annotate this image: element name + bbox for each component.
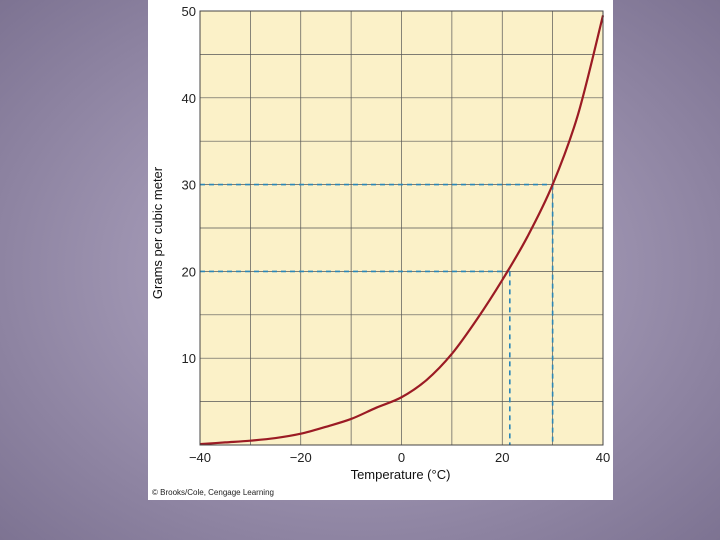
data-line (199, 15, 605, 446)
x-tick-label: 40 (596, 450, 610, 465)
x-tick-label: −40 (189, 450, 211, 465)
plot-frame (199, 10, 604, 446)
x-tick-label: −20 (290, 450, 312, 465)
y-tick-label: 40 (182, 91, 196, 106)
x-axis-label: Temperature (°C) (351, 467, 451, 482)
y-tick-label: 50 (182, 4, 196, 19)
reference-lines (200, 183, 554, 445)
x-tick-labels: −40 −20 0 20 40 (189, 450, 610, 465)
y-tick-label: 10 (182, 351, 196, 366)
y-tick-labels: 10 20 30 40 50 (182, 4, 196, 366)
y-tick-label: 30 (182, 178, 196, 193)
y-axis-label: Grams per cubic meter (150, 166, 165, 299)
chart-figure: −40 −20 0 20 40 10 20 30 40 50 Temperature (°C) … (148, 0, 613, 500)
x-tick-label: 20 (495, 450, 509, 465)
y-tick-label: 20 (182, 264, 196, 279)
copyright-credit: © Brooks/Cole, Cengage Learning (152, 488, 274, 497)
x-tick-label: 0 (398, 450, 405, 465)
